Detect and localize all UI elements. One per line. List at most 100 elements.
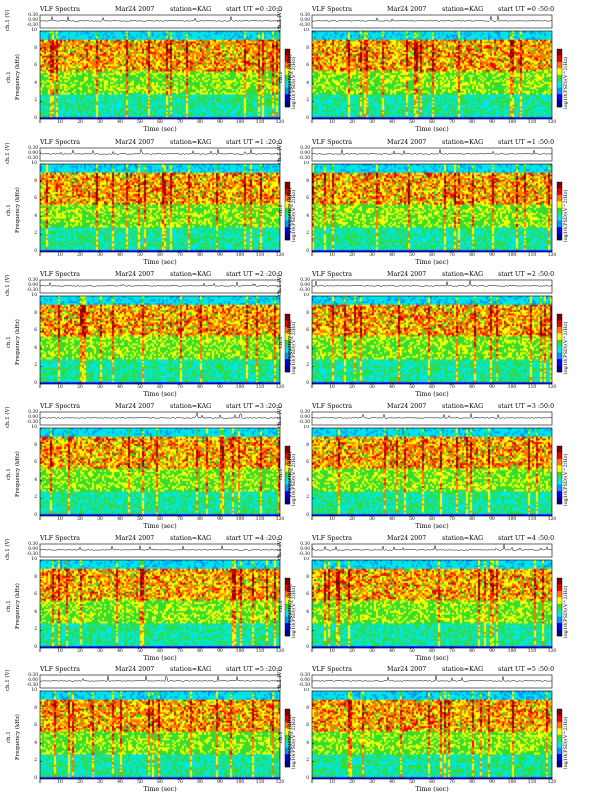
x-tick-label: 80 xyxy=(197,517,203,522)
y-tick-label: 8 xyxy=(306,178,309,184)
x-tick-label: 40 xyxy=(117,517,123,522)
spectrogram-heatmap xyxy=(312,31,552,119)
x-tick-label: 90 xyxy=(217,120,223,125)
x-tick-label: 90 xyxy=(489,253,495,258)
panel-title: VLF Spectra xyxy=(40,403,80,410)
panel-date: Mar24 2007 xyxy=(387,271,427,278)
colorbar-segment xyxy=(557,233,562,241)
x-tick-label: 80 xyxy=(469,517,475,522)
x-tick-label: 70 xyxy=(449,253,455,258)
x-tick-label: 40 xyxy=(389,780,395,785)
colorbar-segment xyxy=(557,61,562,69)
colorbar-segment xyxy=(285,207,290,215)
colorbar-frame xyxy=(284,445,291,505)
colorbar-segment xyxy=(285,55,290,63)
panel-title: VLF Spectra xyxy=(312,139,352,146)
y-tick-label: 6 xyxy=(34,196,37,202)
colorbar-segment xyxy=(557,74,562,82)
spectrogram-heatmap xyxy=(40,31,280,119)
waveform-trace xyxy=(39,543,281,558)
colorbar-segment xyxy=(557,201,562,209)
trace-axis-label: ch.1 (V) xyxy=(277,538,283,560)
plot-frame xyxy=(39,163,281,253)
x-tick-label: 0 xyxy=(38,517,42,522)
y-tick-label: 4 xyxy=(306,213,309,219)
y-tick-label: 4 xyxy=(34,80,37,86)
colorbar-segment xyxy=(285,721,290,729)
x-tick-label: 70 xyxy=(449,120,455,125)
x-tick-label: 10 xyxy=(329,517,335,522)
x-tick-label: 10 xyxy=(57,120,63,125)
y-axis-label: Frequency (kHz) xyxy=(15,451,21,497)
y-tick-label: 6 xyxy=(34,723,37,729)
y-tick-label: 8 xyxy=(34,705,37,711)
x-tick-label: 80 xyxy=(197,253,203,258)
panel-station: station=KAG xyxy=(170,139,212,146)
panel-date: Mar24 2007 xyxy=(115,666,155,673)
x-tick-label: 100 xyxy=(507,120,517,125)
x-axis-label: Time (sec) xyxy=(143,391,177,398)
x-tick-label: 50 xyxy=(409,385,415,390)
x-tick-label: 120 xyxy=(547,120,557,125)
spectrogram-axes xyxy=(39,690,281,780)
colorbar-segment xyxy=(285,352,290,360)
trace-tick-label: 0.30 xyxy=(300,410,310,415)
x-tick-label: 120 xyxy=(275,517,285,522)
colorbar-segment xyxy=(557,741,562,748)
waveform-trace xyxy=(311,411,553,426)
x-tick-label: 70 xyxy=(177,649,183,654)
panel-start-time: start UT =2 :50:0 xyxy=(498,271,555,278)
panel-station: station=KAG xyxy=(170,403,212,410)
x-tick-label: 20 xyxy=(77,120,83,125)
x-tick-label: 0 xyxy=(38,120,42,125)
spectrogram-axes xyxy=(311,295,553,385)
x-tick-label: 40 xyxy=(117,253,123,258)
colorbar-label: log10(PSD)(V^2/Hz) xyxy=(563,453,569,506)
waveform-trace xyxy=(311,543,553,558)
colorbar-segment xyxy=(285,478,290,485)
x-tick-label: 60 xyxy=(429,253,435,258)
x-tick-label: 0 xyxy=(310,385,314,390)
colorbar-segment xyxy=(557,590,562,598)
trace-tick-label: 0.00 xyxy=(300,151,310,156)
trace-tick-label: -0.30 xyxy=(298,552,310,557)
channel-label: ch.1 xyxy=(278,468,284,480)
colorbar-segment xyxy=(557,346,562,353)
panel-station: station=KAG xyxy=(170,535,212,542)
x-tick-label: 0 xyxy=(38,253,42,258)
x-tick-label: 10 xyxy=(57,385,63,390)
x-tick-label: 30 xyxy=(97,120,103,125)
trace-frame xyxy=(39,674,281,689)
x-tick-label: 110 xyxy=(255,649,265,654)
trace-frame xyxy=(311,279,553,294)
x-tick-label: 0 xyxy=(310,253,314,258)
colorbar xyxy=(556,48,563,108)
x-tick-label: 110 xyxy=(527,780,537,785)
panel-start-time: start UT =0 :20:0 xyxy=(226,6,283,13)
y-tick-label: 0 xyxy=(306,513,309,518)
colorbar-frame xyxy=(284,313,291,373)
y-tick-label: 0 xyxy=(34,249,37,254)
colorbar-segment xyxy=(557,68,562,76)
x-tick-label: 100 xyxy=(507,253,517,258)
x-tick-label: 120 xyxy=(547,517,557,522)
trace-line xyxy=(39,148,281,155)
x-tick-label: 100 xyxy=(235,780,245,785)
trace-axis-label: ch.1 (V) xyxy=(5,142,11,164)
colorbar-segment xyxy=(557,333,562,341)
x-tick-label: 90 xyxy=(489,517,495,522)
x-tick-label: 40 xyxy=(389,517,395,522)
colorbar-segment xyxy=(557,188,562,196)
x-tick-label: 30 xyxy=(97,385,103,390)
colorbar-segment xyxy=(557,194,562,202)
x-tick-label: 50 xyxy=(137,120,143,125)
colorbar-segment xyxy=(285,81,290,88)
colorbar xyxy=(556,577,563,637)
panel-title: VLF Spectra xyxy=(312,271,352,278)
colorbar-segment xyxy=(285,314,290,321)
x-tick-label: 60 xyxy=(429,517,435,522)
x-axis-label: Time (sec) xyxy=(415,259,449,266)
colorbar-segment xyxy=(557,220,562,228)
trace-tick-label: 0.30 xyxy=(300,673,310,678)
panel-start-time: start UT =1 :20:0 xyxy=(226,139,283,146)
